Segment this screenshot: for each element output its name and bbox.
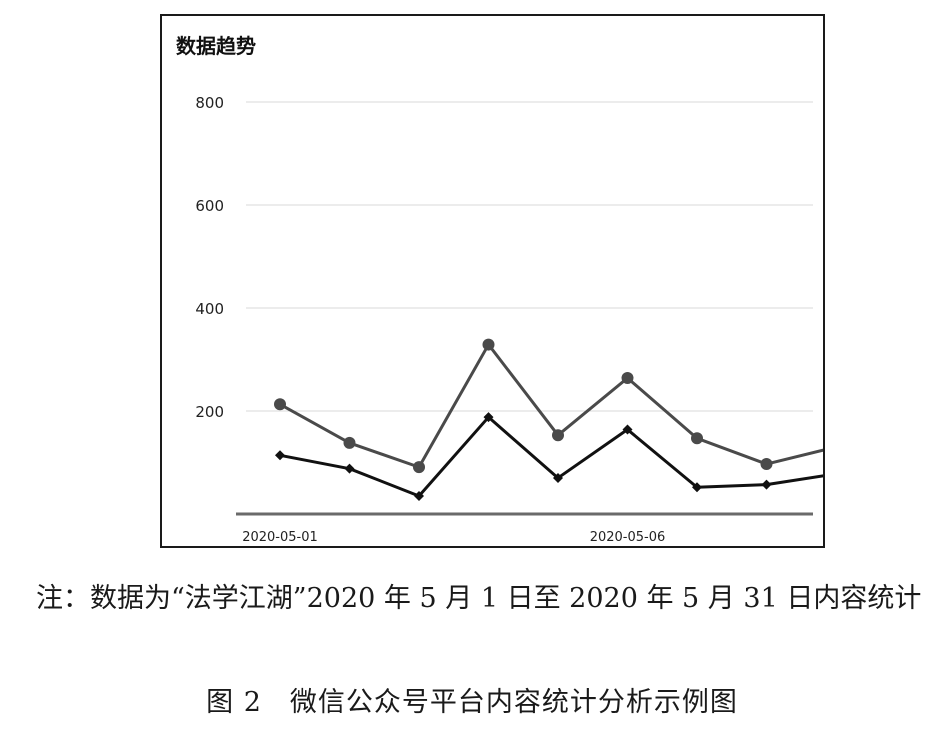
- series-1-point: [552, 429, 564, 442]
- chart-title: 数据趋势: [176, 34, 256, 58]
- series-1-point: [413, 461, 425, 474]
- series-1-point: [274, 398, 286, 411]
- series-2-point: [483, 412, 494, 423]
- y-tick-label: 400: [195, 300, 224, 318]
- series-1-point: [691, 432, 703, 445]
- x-tick-label: 2020-05-06: [590, 530, 666, 545]
- chart-frame: 数据趋势 200 400 600 800 2020-05-01 2020-05-06: [160, 14, 825, 548]
- series-2-point: [275, 450, 285, 461]
- y-tick-label: 600: [195, 197, 224, 215]
- series-2-point: [414, 490, 424, 501]
- series-1-line: [279, 343, 823, 469]
- series-1-point: [343, 436, 356, 449]
- x-tick-label: 2020-05-01: [242, 530, 318, 545]
- figure-caption: 图 2 微信公众号平台内容统计分析示例图: [206, 687, 738, 718]
- series-1-point: [482, 338, 495, 351]
- series-2-point: [761, 479, 772, 490]
- series-1-point: [760, 458, 773, 471]
- chart-note: 注：数据为“法学江湖”2020 年 5 月 1 日至 2020 年 5 月 31…: [36, 583, 922, 614]
- line-chart: 200 400 600 800 2020-05-01 2020-05-06: [195, 94, 823, 545]
- series-2-point: [692, 482, 702, 493]
- series-2-point: [622, 424, 633, 435]
- series-2-point: [553, 472, 563, 483]
- y-tick-label: 800: [195, 94, 224, 112]
- y-tick-label: 200: [195, 403, 224, 421]
- series-1-point: [621, 372, 634, 385]
- series-2-point: [344, 463, 355, 474]
